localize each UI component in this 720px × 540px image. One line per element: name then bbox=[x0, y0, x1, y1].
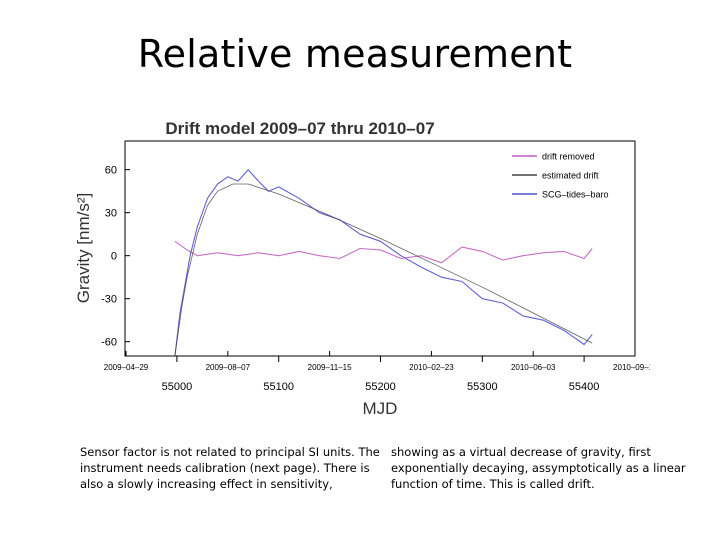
series-line-1 bbox=[174, 183, 593, 357]
y-tick-label: -30 bbox=[101, 294, 117, 306]
y-tick-label: 60 bbox=[105, 165, 117, 177]
x-tick-label: 55300 bbox=[467, 381, 498, 393]
x-tick-label: 55100 bbox=[263, 381, 294, 393]
series-line-2 bbox=[174, 169, 593, 357]
drift-chart: Drift model 2009–07 thru 2010–07 -60 -30 0… bbox=[74, 119, 650, 418]
series-line-0 bbox=[174, 240, 593, 264]
x-tick-label: 55400 bbox=[569, 381, 600, 393]
date-tick-label: 2010–09–11 bbox=[613, 363, 650, 372]
slide-title: Relative measurement bbox=[137, 32, 573, 76]
legend-label: estimated drift bbox=[542, 171, 599, 181]
series-layer bbox=[174, 169, 593, 357]
legend: drift removed estimated drift SCG–tides–ba… bbox=[512, 152, 609, 200]
date-tick-label: 2010–06–03 bbox=[511, 363, 556, 372]
x-tick-label: 55200 bbox=[365, 381, 396, 393]
x-tick-label: 55000 bbox=[162, 381, 193, 393]
caption-left: Sensor factor is not related to principa… bbox=[80, 445, 380, 491]
y-tick-label: -60 bbox=[101, 337, 117, 349]
date-tick-label: 2010–02–23 bbox=[409, 363, 454, 372]
date-tick-label: 2009–11–15 bbox=[308, 363, 352, 372]
chart-title: Drift model 2009–07 thru 2010–07 bbox=[165, 119, 434, 138]
date-tick-label: 2009–04–29 bbox=[104, 363, 149, 372]
y-tick-label: 0 bbox=[111, 251, 117, 263]
y-axis-label: Gravity [nm/s²] bbox=[74, 193, 93, 304]
x-axis-label: MJD bbox=[363, 399, 398, 418]
y-tick-label: 30 bbox=[105, 208, 117, 220]
plot-frame bbox=[124, 140, 636, 357]
legend-label: drift removed bbox=[542, 152, 595, 162]
legend-label: SCG–tides–baro bbox=[542, 190, 609, 200]
axes-layer: -60 -30 0 30 60 55000 55100 55200 55300 55400 2009… bbox=[101, 165, 650, 393]
caption-right: showing as a virtual decrease of gravity… bbox=[391, 445, 686, 491]
date-tick-label: 2009–08–07 bbox=[206, 363, 251, 372]
